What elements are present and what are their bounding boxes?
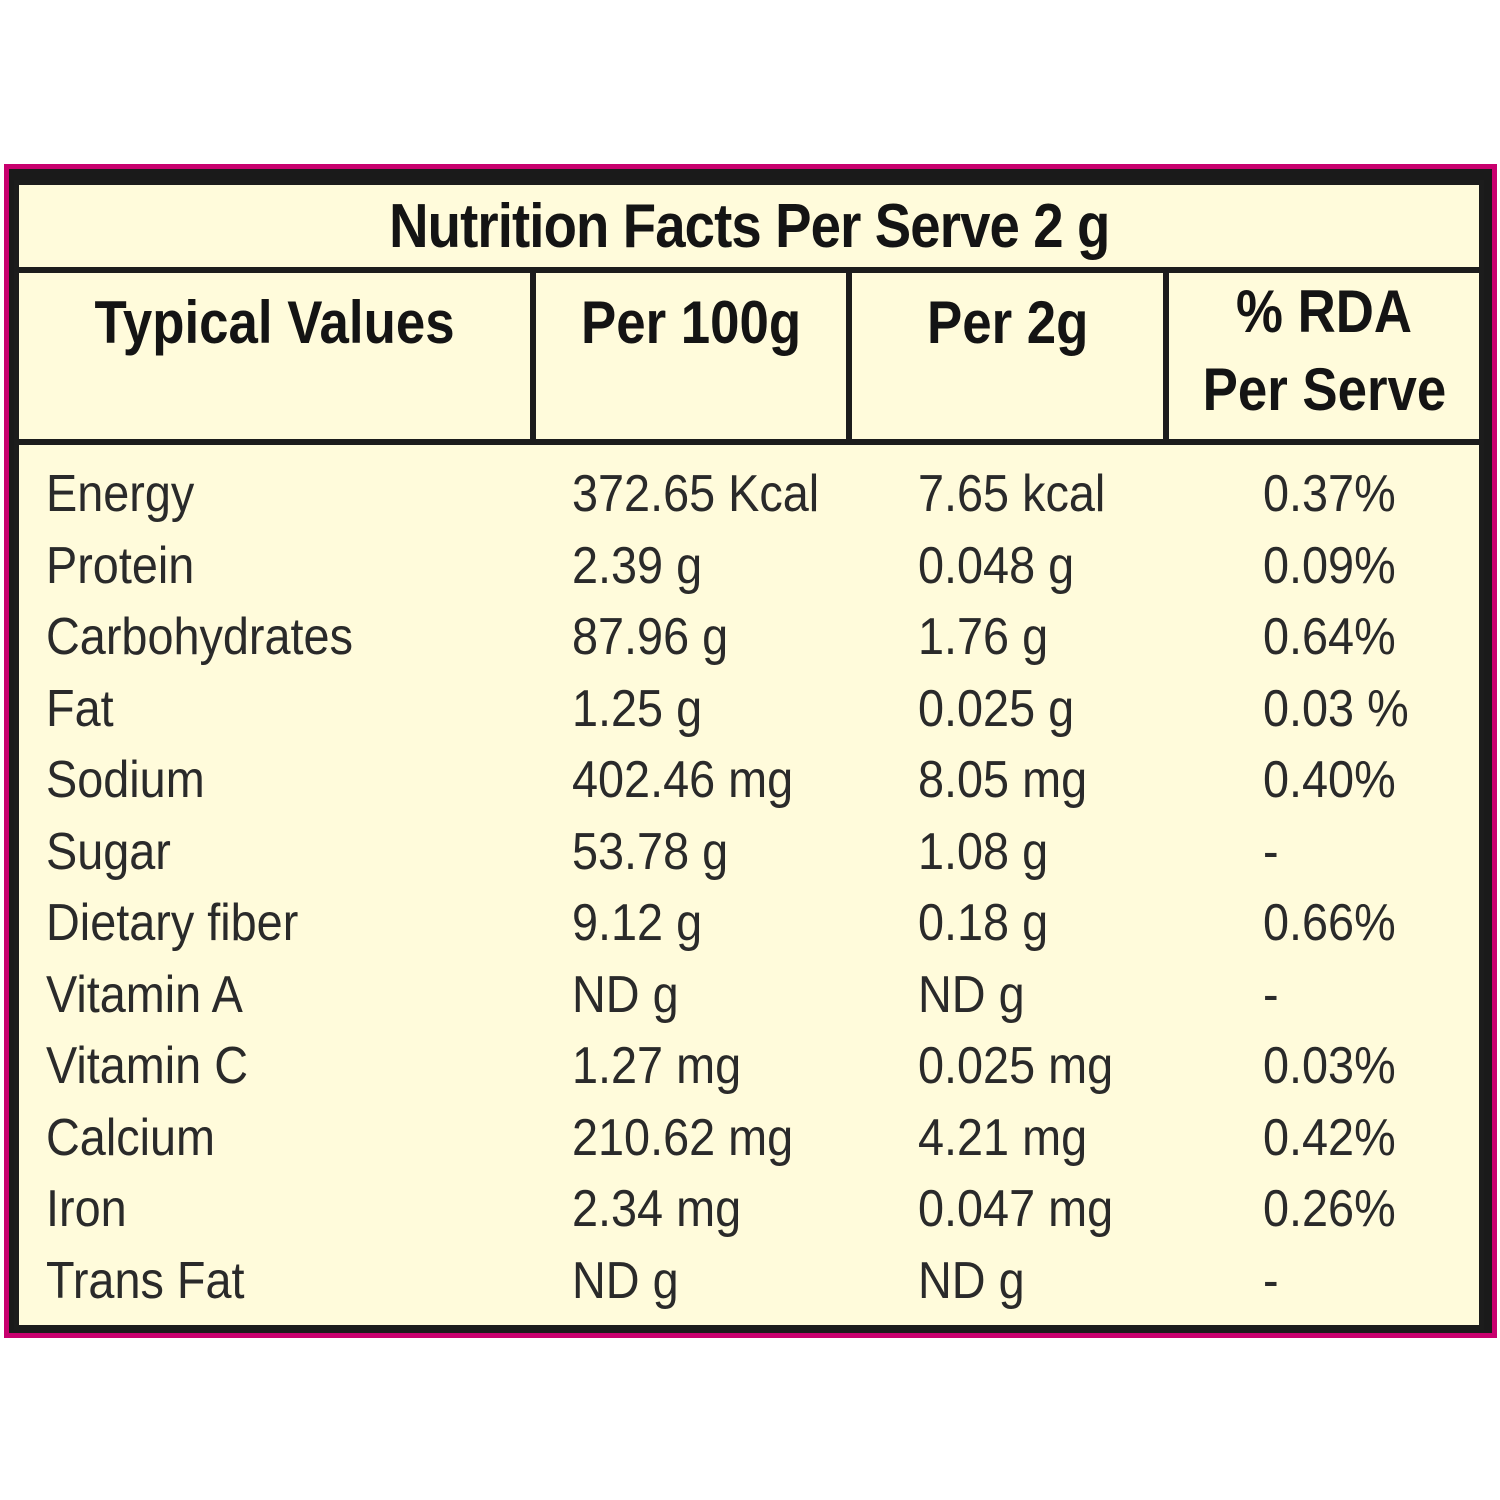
- header-rda: % RDA Per Serve: [1169, 273, 1480, 445]
- table-row: Sugar 53.78 g 1.08 g -: [19, 817, 1479, 889]
- header-typical-values: Typical Values: [19, 273, 536, 445]
- value-per-100g: 372.65 Kcal: [572, 465, 820, 523]
- value-rda: -: [1263, 965, 1279, 1024]
- nutrient-name: Vitamin C: [46, 1037, 249, 1095]
- nutrition-facts-table: Nutrition Facts Per Serve 2 g Typical Va…: [14, 180, 1484, 1330]
- value-per-2g: ND g: [918, 1251, 1025, 1310]
- value-per-100g: 53.78 g: [572, 822, 729, 881]
- value-rda: 0.66%: [1263, 894, 1396, 952]
- table-row: Energy 372.65 Kcal 7.65 kcal 0.37%: [19, 459, 1479, 531]
- table-row: Trans Fat ND g ND g -: [19, 1246, 1479, 1318]
- table-row: Iron 2.34 mg 0.047 mg 0.26%: [19, 1174, 1479, 1246]
- value-per-2g: 0.025 g: [918, 679, 1075, 738]
- table-row: Dietary fiber 9.12 g 0.18 g 0.66%: [19, 888, 1479, 960]
- value-per-2g: 1.76 g: [918, 608, 1049, 666]
- value-per-100g: ND g: [572, 965, 679, 1024]
- value-per-100g: 1.25 g: [572, 679, 703, 738]
- value-per-2g: 1.08 g: [918, 822, 1049, 881]
- value-per-2g: 8.05 mg: [918, 751, 1088, 809]
- nutrient-name: Iron: [46, 1180, 127, 1238]
- header-rda-line2: Per Serve: [1202, 356, 1447, 423]
- nutrient-name: Sugar: [46, 822, 171, 881]
- value-per-100g: 1.27 mg: [572, 1037, 742, 1095]
- value-per-2g: 0.047 mg: [918, 1180, 1114, 1238]
- table-body: Energy 372.65 Kcal 7.65 kcal 0.37% Protein 2.…: [19, 459, 1479, 1317]
- value-per-2g: 0.18 g: [918, 894, 1049, 952]
- table-title: Nutrition Facts Per Serve 2 g: [388, 191, 1110, 261]
- nutrient-name: Trans Fat: [46, 1251, 245, 1310]
- value-rda: -: [1263, 822, 1279, 881]
- nutrient-name: Carbohydrates: [46, 608, 353, 666]
- value-per-2g: 7.65 kcal: [918, 465, 1106, 523]
- value-rda: 0.40%: [1263, 751, 1396, 809]
- header-rda-line1: % RDA: [1236, 278, 1413, 345]
- value-per-100g: 87.96 g: [572, 608, 729, 666]
- nutrient-name: Energy: [46, 465, 195, 523]
- table-row: Vitamin C 1.27 mg 0.025 mg 0.03%: [19, 1031, 1479, 1103]
- nutrient-name: Fat: [46, 679, 114, 738]
- value-per-100g: 2.34 mg: [572, 1180, 742, 1238]
- value-per-100g: 9.12 g: [572, 894, 703, 952]
- value-per-100g: ND g: [572, 1251, 679, 1310]
- value-rda: 0.26%: [1263, 1180, 1396, 1238]
- table-row: Sodium 402.46 mg 8.05 mg 0.40%: [19, 745, 1479, 817]
- header-per-2g-label: Per 2g: [926, 289, 1089, 356]
- value-rda: 0.42%: [1263, 1108, 1396, 1167]
- table-row: Protein 2.39 g 0.048 g 0.09%: [19, 531, 1479, 603]
- table-row: Fat 1.25 g 0.025 g 0.03 %: [19, 674, 1479, 746]
- value-per-2g: ND g: [918, 965, 1025, 1024]
- header-per-100g-label: Per 100g: [580, 289, 802, 356]
- value-per-2g: 0.048 g: [918, 536, 1075, 595]
- table-row: Vitamin A ND g ND g -: [19, 960, 1479, 1032]
- nutrient-name: Dietary fiber: [46, 894, 299, 952]
- value-rda: -: [1263, 1251, 1279, 1310]
- nutrient-name: Vitamin A: [46, 965, 243, 1024]
- value-per-100g: 2.39 g: [572, 536, 703, 595]
- value-per-100g: 210.62 mg: [572, 1108, 794, 1167]
- table-row: Carbohydrates 87.96 g 1.76 g 0.64%: [19, 602, 1479, 674]
- value-rda: 0.03 %: [1263, 679, 1409, 738]
- value-per-2g: 0.025 mg: [918, 1037, 1114, 1095]
- nutrient-name: Protein: [46, 536, 195, 595]
- nutrient-name: Calcium: [46, 1108, 216, 1167]
- value-rda: 0.64%: [1263, 608, 1396, 666]
- value-rda: 0.09%: [1263, 536, 1396, 595]
- value-rda: 0.37%: [1263, 465, 1396, 523]
- header-per-100g: Per 100g: [536, 273, 852, 445]
- nutrient-name: Sodium: [46, 751, 205, 809]
- value-per-100g: 402.46 mg: [572, 751, 794, 809]
- value-per-2g: 4.21 mg: [918, 1108, 1088, 1167]
- value-rda: 0.03%: [1263, 1037, 1396, 1095]
- title-row: Nutrition Facts Per Serve 2 g: [19, 185, 1479, 273]
- header-typical-values-label: Typical Values: [94, 289, 455, 356]
- header-per-2g: Per 2g: [852, 273, 1169, 445]
- table-row: Calcium 210.62 mg 4.21 mg 0.42%: [19, 1103, 1479, 1175]
